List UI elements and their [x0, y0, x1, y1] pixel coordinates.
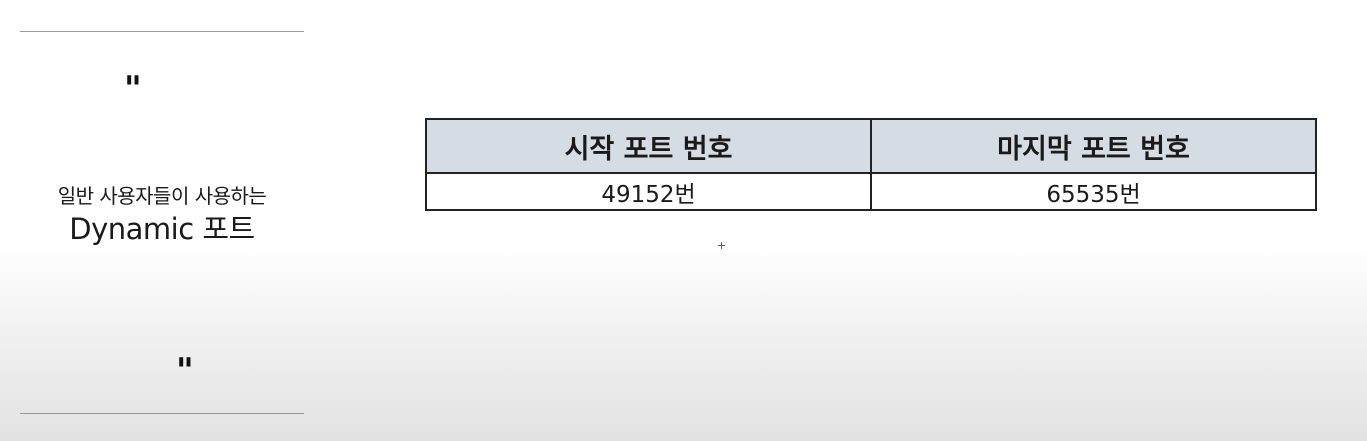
close-quote-mark: "	[176, 351, 194, 391]
header-start-port: 시작 포트 번호	[425, 118, 872, 174]
divider-top	[20, 31, 304, 32]
cell-start-port-value: 49152번	[425, 172, 872, 211]
port-range-table: 시작 포트 번호 마지막 포트 번호 49152번 65535번	[425, 118, 1317, 211]
quote-text: 일반 사용자들이 사용하는 Dynamic 포트	[20, 181, 304, 247]
table-header-row: 시작 포트 번호 마지막 포트 번호	[425, 118, 1317, 174]
crosshair-icon	[716, 240, 727, 251]
header-end-port: 마지막 포트 번호	[870, 118, 1317, 174]
table-row: 49152번 65535번	[425, 172, 1317, 211]
quote-line-2: Dynamic 포트	[69, 212, 255, 246]
divider-bottom	[20, 413, 304, 414]
open-quote-mark: "	[124, 69, 142, 109]
quote-line-1: 일반 사용자들이 사용하는	[57, 184, 267, 208]
cell-end-port-value: 65535번	[870, 172, 1317, 211]
